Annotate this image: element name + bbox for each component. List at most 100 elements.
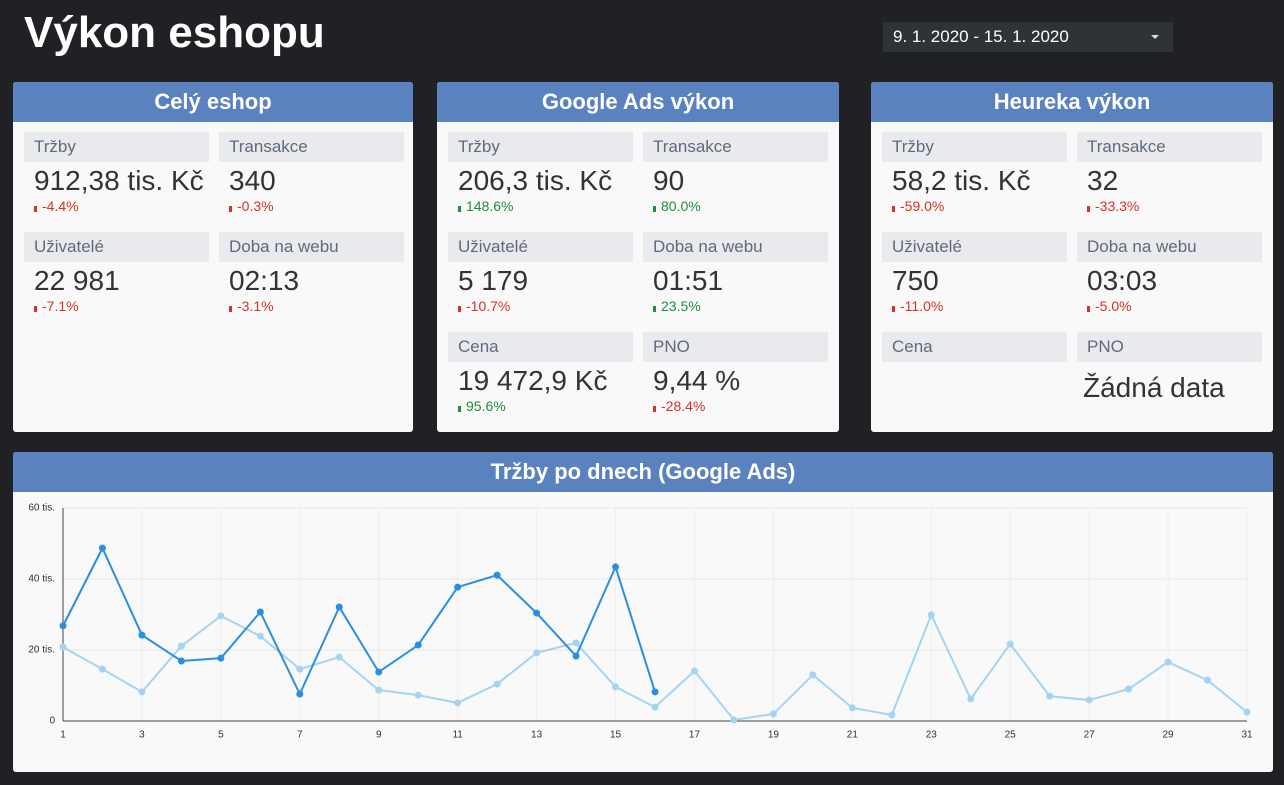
- data-point: [296, 665, 304, 673]
- data-point: [927, 611, 935, 619]
- change-text: 95.6%: [466, 398, 506, 414]
- arrow-down: [892, 206, 895, 212]
- metric-value: 22 981: [34, 265, 120, 296]
- arrow-down: [229, 206, 232, 212]
- metric-change: 80.0%: [653, 198, 701, 214]
- metric-value: 32: [1087, 165, 1119, 196]
- chart-card: Tržby po dnech (Google Ads) 0 20 tis. 40 t…: [13, 452, 1273, 772]
- data-point: [1006, 640, 1014, 648]
- data-point: [612, 683, 620, 691]
- x-tick-label: 7: [297, 730, 303, 741]
- y-tick-label: 20 tis.: [28, 645, 55, 656]
- change-text: -7.1%: [42, 298, 79, 314]
- metric-label: PNO: [643, 332, 828, 362]
- arrow-up: [458, 406, 461, 412]
- metric-change: -10.7%: [458, 298, 510, 314]
- metric-change: -28.4%: [653, 398, 705, 414]
- data-point: [1125, 685, 1133, 693]
- data-point: [1085, 696, 1093, 704]
- metric-label: Doba na webu: [643, 232, 828, 262]
- data-point: [454, 583, 462, 591]
- kpi-card: Heureka výkon Tržby 58,2 tis. Kč -59.0% Tran…: [871, 82, 1273, 432]
- date-range-picker[interactable]: 9. 1. 2020 - 15. 1. 2020: [883, 22, 1173, 52]
- change-text: -59.0%: [900, 198, 945, 214]
- data-point: [848, 704, 856, 712]
- metric-value: 912,38 tis. Kč: [34, 165, 204, 196]
- x-tick-label: 21: [847, 730, 859, 741]
- data-point: [533, 649, 541, 657]
- data-point: [177, 657, 185, 665]
- arrow-down: [34, 306, 37, 312]
- page-title: Výkon eshopu: [24, 8, 325, 57]
- change-text: -28.4%: [661, 398, 706, 414]
- metric-change: -4.4%: [34, 198, 79, 214]
- change-text: 80.0%: [661, 198, 701, 214]
- data-point: [690, 667, 698, 675]
- change-text: -4.4%: [42, 198, 79, 214]
- metric-change: -33.3%: [1087, 198, 1139, 214]
- arrow-down: [229, 306, 232, 312]
- card-title: Heureka výkon: [871, 82, 1273, 122]
- data-point: [493, 680, 501, 688]
- data-point: [138, 631, 146, 639]
- metric-value: 03:03: [1087, 265, 1158, 296]
- kpi-card: Google Ads výkon Tržby 206,3 tis. Kč 148.6%…: [437, 82, 839, 432]
- arrow-down: [458, 306, 461, 312]
- data-point: [59, 622, 67, 630]
- data-point: [888, 711, 896, 719]
- metric-label: Cena: [448, 332, 633, 362]
- metric-change: -11.0%: [892, 298, 943, 314]
- kpi-card: Celý eshop Tržby 912,38 tis. Kč -4.4% Transa…: [13, 82, 413, 432]
- card-title: Google Ads výkon: [437, 82, 839, 122]
- change-text: 23.5%: [661, 298, 701, 314]
- change-text: -10.7%: [466, 298, 511, 314]
- x-tick-label: 3: [139, 730, 145, 741]
- metric-value: 340: [229, 165, 276, 196]
- data-point: [414, 691, 422, 699]
- x-tick-label: 11: [452, 730, 463, 741]
- data-point: [375, 668, 383, 676]
- metric-label: Uživatelé: [448, 232, 633, 262]
- metric-label: Tržby: [24, 132, 209, 162]
- data-point: [572, 639, 580, 647]
- metric-value: 5 179: [458, 265, 529, 296]
- metric-value: 58,2 tis. Kč: [892, 165, 1031, 196]
- y-tick-label: 40 tis.: [28, 574, 55, 585]
- metric-label: Uživatelé: [882, 232, 1067, 262]
- arrow-down: [653, 406, 656, 412]
- metric-label: Tržby: [882, 132, 1067, 162]
- arrow-down: [892, 306, 895, 312]
- change-text: -33.3%: [1095, 198, 1140, 214]
- x-tick-label: 19: [768, 730, 780, 741]
- x-tick-label: 31: [1241, 730, 1253, 741]
- metric-value: 750: [892, 265, 939, 296]
- metric-label: Uživatelé: [24, 232, 209, 262]
- metric-value: 19 472,9 Kč: [458, 365, 608, 396]
- metric-change: -5.0%: [1087, 298, 1132, 314]
- data-point: [651, 703, 659, 711]
- x-tick-label: 9: [376, 730, 382, 741]
- data-point: [335, 603, 343, 611]
- data-point: [1204, 676, 1212, 684]
- metric-label: Transakce: [1077, 132, 1262, 162]
- arrow-up: [653, 306, 656, 312]
- data-point: [414, 641, 422, 649]
- arrow-down: [34, 206, 37, 212]
- metric-change: 95.6%: [458, 398, 506, 414]
- change-text: -3.1%: [237, 298, 274, 314]
- change-text: -0.3%: [237, 198, 274, 214]
- metric-value: 9,44 %: [653, 365, 741, 396]
- data-point: [256, 608, 264, 616]
- x-tick-label: 29: [1163, 730, 1175, 741]
- card-title: Celý eshop: [13, 82, 413, 122]
- data-point: [1164, 658, 1172, 666]
- arrow-up: [653, 206, 656, 212]
- data-point: [217, 612, 225, 620]
- metric-label: Doba na webu: [1077, 232, 1262, 262]
- data-point: [612, 563, 620, 571]
- data-point: [533, 609, 541, 617]
- metric-change: -59.0%: [892, 198, 944, 214]
- data-point: [967, 695, 975, 703]
- x-tick-label: 13: [531, 730, 543, 741]
- data-point: [769, 710, 777, 718]
